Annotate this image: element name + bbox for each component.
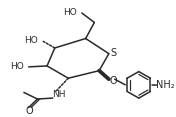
- Text: S: S: [111, 48, 117, 58]
- Text: HO: HO: [63, 7, 77, 16]
- Text: HO: HO: [25, 36, 38, 45]
- Text: NH: NH: [52, 90, 65, 99]
- Text: NH₂: NH₂: [156, 80, 174, 90]
- Text: O: O: [26, 106, 33, 116]
- Text: HO: HO: [10, 62, 24, 71]
- Text: O: O: [110, 76, 118, 86]
